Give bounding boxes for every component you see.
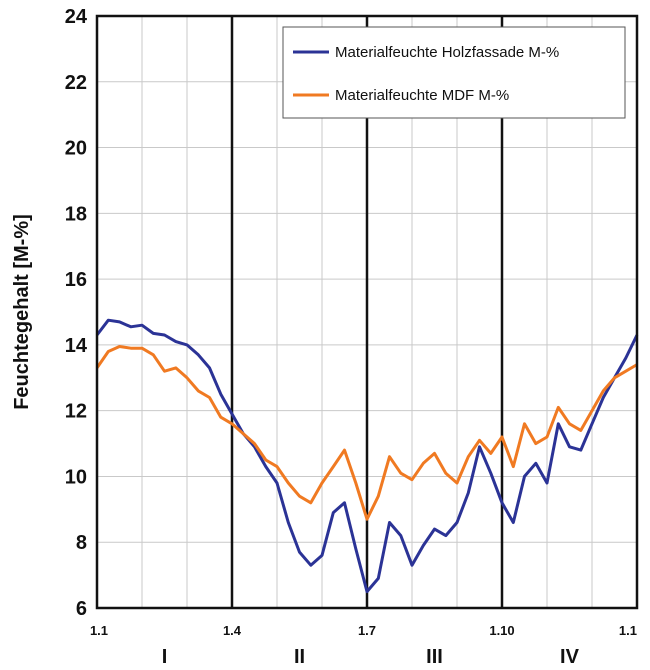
series-layer <box>95 318 639 594</box>
legend: Materialfeuchte Holzfassade M-% Material… <box>282 26 626 119</box>
y-tick-label: 10 <box>65 466 87 488</box>
y-tick-label: 20 <box>65 138 87 160</box>
x-tick-label: 1.10 <box>489 623 514 638</box>
period-labels: I II III IV <box>162 646 580 668</box>
y-tick-label: 8 <box>76 532 87 554</box>
y-tick-label: 16 <box>65 269 87 291</box>
legend-box <box>282 26 626 119</box>
period-label: I <box>162 646 168 668</box>
x-axis-ticks: 1.1 1.4 1.7 1.10 1.1 <box>90 623 637 638</box>
y-tick-label: 22 <box>65 72 87 94</box>
y-tick-label: 18 <box>65 203 87 225</box>
y-tick-label: 12 <box>65 401 87 423</box>
series-line-holzfassade <box>95 318 639 594</box>
plot-frame <box>95 14 639 610</box>
y-axis-label: Feuchtegehalt [M-%] <box>11 214 33 410</box>
x-tick-label: 1.1 <box>619 623 637 638</box>
y-tick-label: 6 <box>76 598 87 620</box>
period-label: III <box>426 646 443 668</box>
series-line-mdf <box>95 345 638 521</box>
legend-label-mdf: Materialfeuchte MDF M-% <box>335 87 509 104</box>
x-tick-label: 1.7 <box>358 623 376 638</box>
y-tick-label: 14 <box>65 335 88 357</box>
period-label: IV <box>560 646 580 668</box>
x-tick-label: 1.1 <box>90 623 108 638</box>
y-tick-label: 24 <box>65 6 88 28</box>
legend-label-holzfassade: Materialfeuchte Holzfassade M-% <box>335 44 559 61</box>
y-axis-ticks: 6 8 10 12 14 16 18 20 22 24 <box>65 6 88 620</box>
x-tick-label: 1.4 <box>223 623 242 638</box>
period-label: II <box>294 646 305 668</box>
